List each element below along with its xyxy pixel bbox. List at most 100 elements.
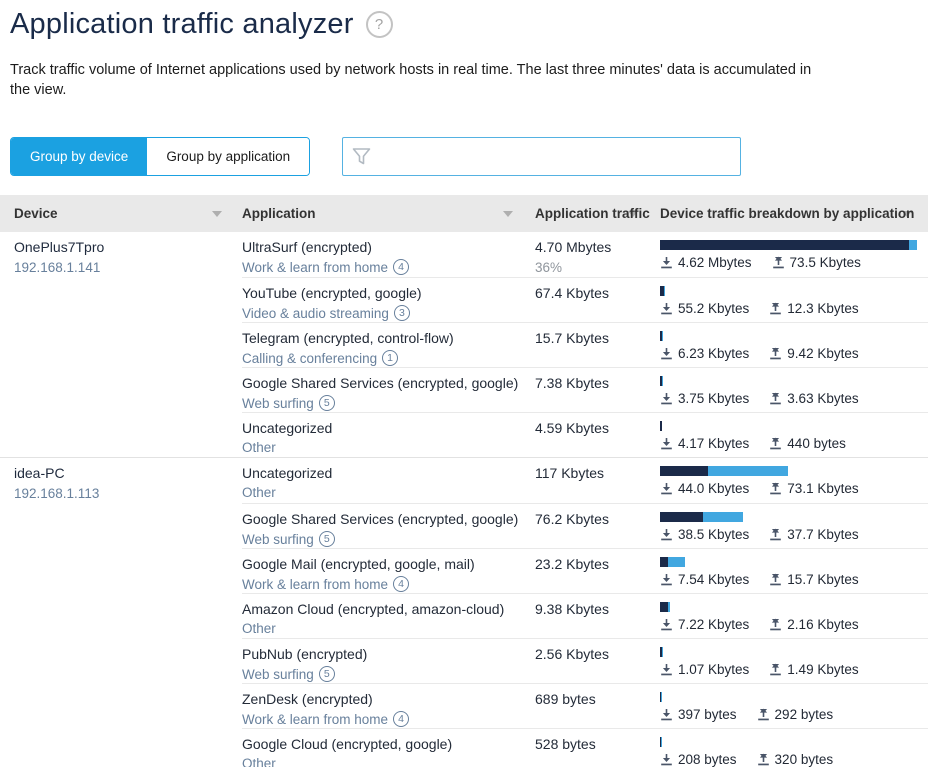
upload-icon	[770, 392, 782, 405]
page-title: Application traffic analyzer	[10, 8, 354, 40]
application-name: Uncategorized	[242, 465, 333, 481]
application-name: Telegram (encrypted, control-flow)	[242, 330, 454, 346]
category-count-badge: 4	[393, 576, 410, 592]
download-upload-values: 6.23 Kbytes 9.42 Kbytes	[660, 346, 918, 361]
table-row: Google Mail (encrypted, google, mail) Wor…	[242, 548, 928, 593]
table-row: Amazon Cloud (encrypted, amazon-cloud) Ot…	[242, 593, 928, 638]
application-category-label: Work & learn from home	[242, 259, 389, 275]
upload-icon	[770, 573, 782, 586]
breakdown-cell: 1.07 Kbytes 1.49 Kbytes	[660, 646, 928, 683]
breakdown-cell: 4.62 Mbytes 73.5 Kbytes	[660, 239, 928, 277]
application-category: Other	[242, 756, 535, 767]
breakdown-cell: 55.2 Kbytes 12.3 Kbytes	[660, 285, 928, 322]
application-category-label: Other	[242, 621, 276, 636]
column-header-application-traffic: Application traffic	[535, 206, 650, 221]
upload-icon	[757, 708, 769, 721]
table-header-row: Device Application Application traffic D…	[0, 195, 928, 232]
application-name: Google Shared Services (encrypted, googl…	[242, 375, 519, 391]
traffic-bar	[660, 376, 918, 386]
download-icon	[661, 664, 672, 676]
traffic-bar	[660, 240, 918, 250]
download-upload-values: 44.0 Kbytes 73.1 Kbytes	[660, 481, 918, 496]
traffic-bar	[660, 692, 918, 702]
download-upload-values: 7.22 Kbytes 2.16 Kbytes	[660, 617, 918, 632]
upload-icon	[770, 437, 782, 450]
application-name: Google Shared Services (encrypted, googl…	[242, 511, 519, 527]
upload-icon	[770, 482, 782, 495]
application-category: Other	[242, 440, 535, 455]
sort-arrow-icon[interactable]	[212, 210, 222, 217]
application-traffic-cell: 23.2 Kbytes	[535, 556, 660, 593]
download-amount: 1.07 Kbytes	[678, 662, 750, 677]
upload-value: 2.16 Kbytes	[769, 617, 859, 632]
application-category: Work & learn from home 4	[242, 259, 535, 275]
sort-arrow-icon[interactable]	[503, 210, 513, 217]
breakdown-cell: 6.23 Kbytes 9.42 Kbytes	[660, 330, 928, 367]
upload-icon	[770, 528, 782, 541]
download-icon	[661, 393, 672, 405]
application-traffic-cell: 15.7 Kbytes	[535, 330, 660, 367]
application-cell: Uncategorized Other	[242, 420, 535, 457]
tab-group-by-device[interactable]: Group by device	[11, 138, 148, 175]
download-icon	[661, 709, 672, 721]
table-row: PubNub (encrypted) Web surfing 5 2.56 Kbyte…	[242, 638, 928, 683]
device-ip: 192.168.1.141	[14, 260, 101, 275]
sort-arrow-icon[interactable]	[628, 210, 638, 217]
application-traffic-cell: 76.2 Kbytes	[535, 511, 660, 548]
application-cell: YouTube (encrypted, google) Video & audio…	[242, 285, 535, 322]
upload-amount: 15.7 Kbytes	[787, 572, 859, 587]
download-bar-segment	[660, 421, 662, 431]
column-header-application: Application	[242, 195, 535, 232]
application-traffic-cell: 4.59 Kbytes	[535, 420, 660, 457]
page-header: Application traffic analyzer ?	[10, 8, 928, 41]
breakdown-cell: 38.5 Kbytes 37.7 Kbytes	[660, 511, 928, 548]
upload-bar-segment	[668, 557, 685, 567]
download-bar-segment	[660, 331, 662, 341]
upload-amount: 320 bytes	[774, 752, 834, 767]
filter-funnel-icon	[351, 146, 372, 167]
category-count-badge: 1	[382, 350, 399, 366]
upload-amount: 3.63 Kbytes	[787, 391, 859, 406]
sort-arrow-icon[interactable]	[902, 210, 912, 217]
tab-group-by-application[interactable]: Group by application	[147, 138, 310, 175]
device-group: OnePlus7Tpro 192.168.1.141 UltraSurf (encr…	[0, 232, 928, 457]
application-traffic-cell: 689 bytes	[535, 691, 660, 728]
application-cell: Google Shared Services (encrypted, googl…	[242, 511, 535, 548]
application-category-label: Video & audio streaming	[242, 305, 389, 321]
upload-icon	[770, 347, 782, 360]
application-cell: ZenDesk (encrypted) Work & learn from hom…	[242, 691, 535, 728]
traffic-value: 7.38 Kbytes	[535, 375, 609, 391]
application-traffic-cell: 7.38 Kbytes	[535, 375, 660, 412]
download-icon	[661, 303, 672, 315]
traffic-value: 528 bytes	[535, 736, 596, 752]
download-upload-values: 397 bytes 292 bytes	[660, 707, 918, 722]
application-traffic-cell: 2.56 Kbytes	[535, 646, 660, 683]
download-icon	[661, 348, 672, 360]
download-bar-segment	[660, 557, 668, 567]
application-category-label: Other	[242, 756, 276, 767]
application-cell: UltraSurf (encrypted) Work & learn from h…	[242, 239, 535, 277]
table-row: Google Cloud (encrypted, google) Other 528…	[242, 728, 928, 767]
table-row: YouTube (encrypted, google) Video & audio…	[242, 277, 928, 322]
download-amount: 4.17 Kbytes	[678, 436, 750, 451]
download-amount: 3.75 Kbytes	[678, 391, 750, 406]
device-name: OnePlus7Tpro	[14, 239, 105, 255]
download-value: 3.75 Kbytes	[660, 391, 749, 406]
application-category-label: Work & learn from home	[242, 576, 389, 592]
table-row: ZenDesk (encrypted) Work & learn from hom…	[242, 683, 928, 728]
traffic-value: 23.2 Kbytes	[535, 556, 609, 572]
download-bar-segment	[660, 692, 661, 702]
application-category: Web surfing 5	[242, 531, 535, 547]
application-name: UltraSurf (encrypted)	[242, 239, 372, 255]
filter-box[interactable]	[342, 137, 742, 176]
application-category: Calling & conferencing 1	[242, 350, 535, 366]
help-icon[interactable]: ?	[365, 11, 393, 38]
application-cell: PubNub (encrypted) Web surfing 5	[242, 646, 535, 683]
application-category: Web surfing 5	[242, 395, 535, 411]
application-category-label: Web surfing	[242, 395, 314, 411]
table-body: OnePlus7Tpro 192.168.1.141 UltraSurf (encr…	[0, 232, 928, 767]
filter-input[interactable]	[372, 138, 733, 175]
category-count-badge: 4	[393, 259, 410, 275]
traffic-bar	[660, 286, 918, 296]
upload-bar-segment	[668, 602, 670, 612]
